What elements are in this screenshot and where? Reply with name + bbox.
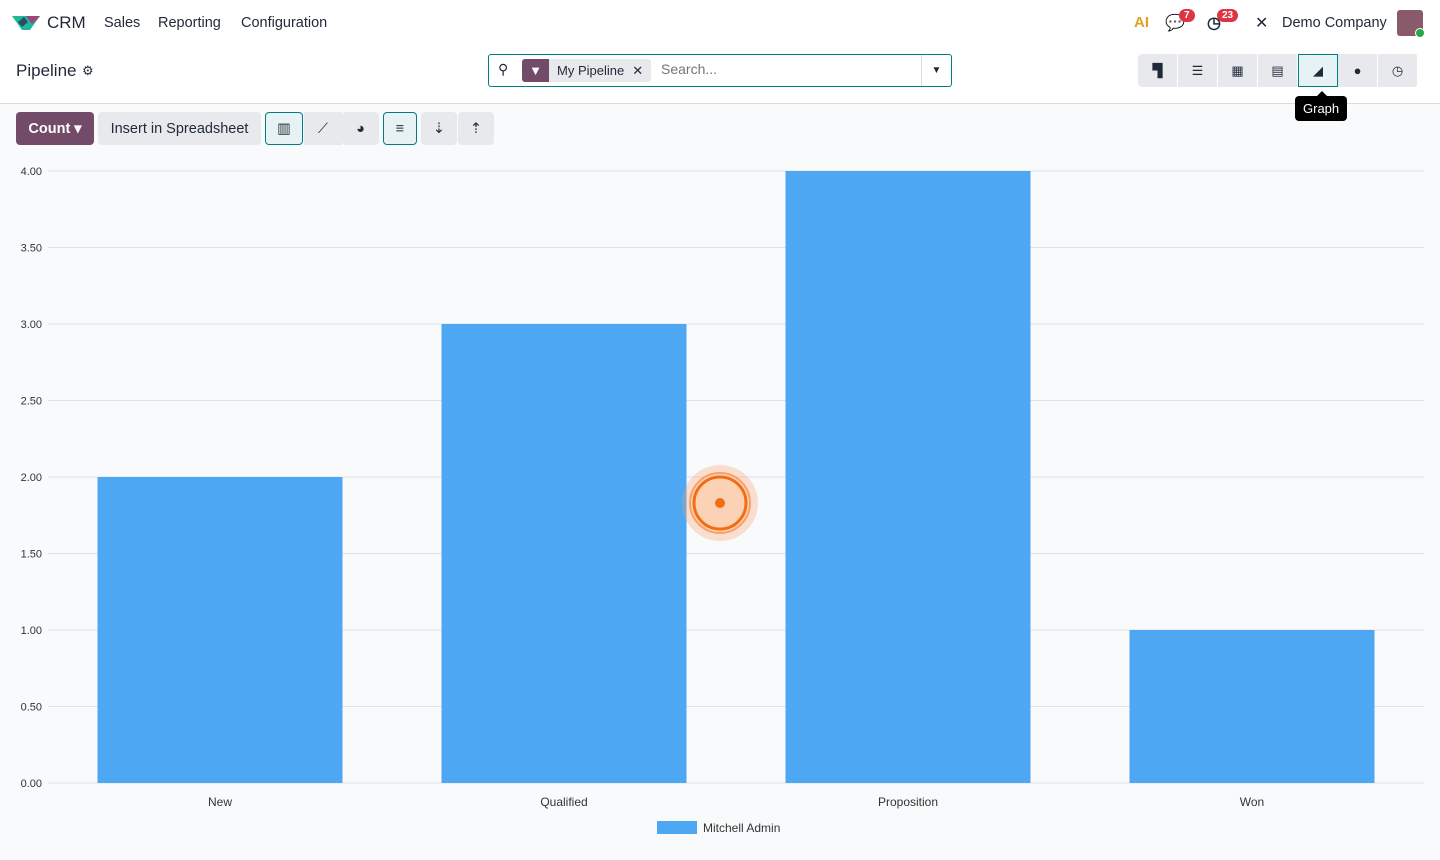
y-tick-label: 3.50: [21, 243, 42, 255]
insert-spreadsheet-button[interactable]: Insert in Spreadsheet: [98, 112, 261, 145]
menu-configuration[interactable]: Configuration: [241, 15, 328, 31]
search-options-toggle[interactable]: ▼: [921, 55, 951, 86]
stacked-button[interactable]: ≡: [383, 112, 417, 145]
x-tick-label: Proposition: [878, 795, 938, 809]
tooltip: Graph: [1295, 91, 1348, 121]
search-bar[interactable]: ⚲ ▼ My Pipeline ✕ ▼: [488, 54, 952, 87]
activities-badge: 23: [1217, 9, 1239, 22]
bar-new[interactable]: [97, 477, 343, 783]
legend-swatch[interactable]: [657, 821, 697, 834]
messages-button[interactable]: 💬 7: [1165, 9, 1195, 33]
tools-icon[interactable]: ✕: [1255, 15, 1269, 32]
company-switcher[interactable]: Demo Company: [1282, 15, 1387, 31]
filter-icon: ▼: [522, 59, 549, 82]
kanban-view-icon[interactable]: ▜: [1138, 54, 1178, 87]
y-tick-label: 1.50: [21, 549, 42, 561]
y-tick-label: 3.00: [21, 319, 42, 331]
online-status-icon: [1415, 28, 1425, 38]
search-facet: ▼ My Pipeline ✕: [522, 59, 652, 82]
top-navbar: CRM Sales Reporting Configuration AI 💬 7 …: [0, 0, 1440, 46]
y-tick-label: 4.00: [21, 166, 42, 178]
x-tick-label: Qualified: [540, 795, 587, 809]
bar-qualified[interactable]: [441, 324, 687, 783]
app-name[interactable]: CRM: [47, 13, 86, 32]
page-title[interactable]: Pipeline: [16, 61, 77, 80]
pivot-view-icon[interactable]: ▤: [1258, 54, 1298, 87]
list-view-icon[interactable]: ☰: [1178, 54, 1218, 87]
pie-chart-button[interactable]: ◕: [342, 112, 379, 145]
gear-icon[interactable]: ⚙: [82, 63, 94, 78]
y-tick-label: 2.50: [21, 396, 42, 408]
bar-won[interactable]: [1129, 630, 1375, 783]
x-tick-label: New: [208, 795, 232, 809]
crm-logo-icon[interactable]: [12, 14, 40, 32]
x-tick-label: Won: [1240, 795, 1264, 809]
search-input[interactable]: [661, 61, 911, 77]
graph-view-icon[interactable]: ◢: [1298, 54, 1338, 87]
calendar-view-icon[interactable]: ▦: [1218, 54, 1258, 87]
sort-descending-button[interactable]: ⇣: [421, 112, 457, 145]
search-icon: ⚲: [498, 61, 509, 77]
y-tick-label: 0.50: [21, 702, 42, 714]
activity-view-icon[interactable]: ◷: [1378, 54, 1418, 87]
control-panel: Pipeline ⚙ ⚲ ▼ My Pipeline ✕ ▼ ▜ ☰ ▦ ▤ ◢…: [0, 46, 1440, 104]
y-tick-label: 1.00: [21, 625, 42, 637]
facet-label: My Pipeline: [557, 63, 625, 78]
remove-facet-icon[interactable]: ✕: [632, 62, 644, 78]
y-tick-label: 0.00: [21, 778, 42, 790]
map-view-icon[interactable]: ●: [1338, 54, 1378, 87]
menu-sales[interactable]: Sales: [104, 15, 141, 31]
ai-icon[interactable]: AI: [1134, 14, 1149, 31]
bar-chart-button[interactable]: ▥: [265, 112, 303, 145]
y-tick-label: 2.00: [21, 472, 42, 484]
activities-button[interactable]: ◷ 23: [1207, 9, 1239, 33]
user-avatar[interactable]: [1397, 10, 1425, 38]
measure-label: Count: [28, 120, 71, 137]
bar-proposition[interactable]: [785, 171, 1031, 783]
view-switcher: ▜ ☰ ▦ ▤ ◢ ● ◷: [1138, 54, 1418, 87]
sort-ascending-button[interactable]: ⇡: [458, 112, 494, 145]
menu-reporting[interactable]: Reporting: [158, 15, 221, 31]
line-chart-button[interactable]: ⟋: [304, 112, 342, 145]
click-indicator-icon: [682, 465, 758, 541]
messages-badge: 7: [1179, 9, 1195, 22]
legend-label[interactable]: Mitchell Admin: [703, 821, 780, 835]
measure-dropdown[interactable]: Count ▾: [16, 112, 94, 145]
